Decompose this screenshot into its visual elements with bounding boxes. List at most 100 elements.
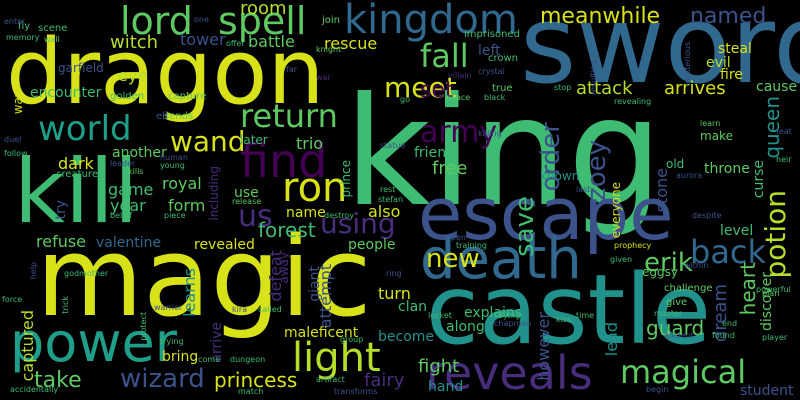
word-spell: spell bbox=[218, 0, 307, 43]
word-learns: learns bbox=[180, 268, 199, 317]
word-left: left bbox=[478, 43, 501, 59]
word-time: time bbox=[576, 311, 595, 320]
word-memory: memory bbox=[6, 33, 40, 42]
word-kiss: kiss bbox=[556, 315, 572, 324]
word-everyone: everyone bbox=[609, 182, 623, 239]
word-friend: friend bbox=[414, 145, 455, 161]
word-use: use bbox=[234, 185, 259, 201]
word-cause: cause bbox=[756, 79, 798, 95]
word-forest: forest bbox=[258, 218, 316, 242]
word-world: world bbox=[38, 109, 132, 149]
word-godmother: godmother bbox=[64, 269, 109, 278]
word-kingdom: kingdom bbox=[344, 0, 518, 43]
word-known: known bbox=[540, 169, 580, 183]
word-reveals: reveals bbox=[426, 346, 593, 400]
word-within: within bbox=[684, 261, 709, 270]
word-meet: meet bbox=[384, 71, 457, 104]
word-dungeon: dungeon bbox=[230, 355, 266, 364]
word-year: year bbox=[110, 196, 146, 215]
word-maleficent: maleficent bbox=[284, 325, 359, 341]
word-valentine: valentine bbox=[96, 235, 162, 251]
word-attack: attack bbox=[576, 78, 633, 99]
word-challenge: challenge bbox=[664, 283, 713, 294]
word-steal: steal bbox=[718, 41, 752, 57]
word-ring: ring bbox=[386, 269, 402, 278]
word-fairy: fairy bbox=[364, 370, 405, 391]
word-including: including bbox=[207, 166, 221, 221]
word-revealing: revealing bbox=[614, 97, 652, 106]
word-evil: evil bbox=[706, 55, 731, 71]
word-accidentally: accidentally bbox=[10, 385, 59, 394]
word-peace: peace bbox=[446, 93, 471, 102]
word-kira: kira bbox=[232, 305, 248, 314]
word-enter: enter bbox=[4, 17, 26, 26]
word-wand: wand bbox=[170, 125, 246, 158]
word-war: war bbox=[316, 73, 331, 82]
word-mysterious: mysterious bbox=[683, 42, 692, 87]
word-go: go bbox=[400, 95, 410, 104]
word-duel: duel bbox=[4, 135, 22, 144]
word-however: however bbox=[534, 312, 553, 381]
word-fly: fly bbox=[18, 21, 31, 32]
word-belief: belief bbox=[110, 211, 133, 220]
word-villain: villain bbox=[448, 71, 472, 80]
word-locket: locket bbox=[428, 311, 452, 320]
word-one: one bbox=[194, 15, 209, 24]
word-attempt: attempt bbox=[316, 264, 335, 329]
word-prince: prince bbox=[339, 160, 353, 198]
word-old: old bbox=[666, 157, 685, 171]
word-using: using bbox=[320, 207, 396, 240]
word-erik: erik bbox=[644, 248, 693, 278]
word-last: last bbox=[576, 185, 591, 194]
word-potion: potion bbox=[759, 190, 792, 279]
word-group: group bbox=[340, 335, 364, 344]
word-follow: follow bbox=[4, 149, 28, 158]
word-come: come bbox=[198, 355, 221, 364]
word-black: black bbox=[484, 93, 506, 102]
word-powerful: powerful bbox=[756, 285, 791, 294]
word-training: training bbox=[456, 241, 487, 250]
word-discover: discover bbox=[759, 272, 775, 331]
word-match: match bbox=[238, 387, 264, 396]
word-save: save bbox=[510, 196, 540, 257]
word-another: another bbox=[112, 145, 167, 161]
word-free: free bbox=[432, 158, 468, 179]
word-help: help bbox=[29, 262, 38, 280]
word-lord: lord bbox=[120, 0, 193, 43]
word-student: student bbox=[740, 383, 794, 399]
word-garfield: garfield bbox=[58, 61, 104, 75]
word-piece: piece bbox=[164, 211, 186, 220]
word-death: death bbox=[420, 227, 582, 292]
word-throne: throne bbox=[704, 161, 750, 177]
word-arrives: arrives bbox=[664, 78, 726, 99]
word-make: make bbox=[700, 129, 733, 143]
word-refuse: refuse bbox=[36, 232, 87, 251]
word-king: king bbox=[344, 66, 663, 240]
word-become: become bbox=[378, 329, 435, 345]
word-take: take bbox=[34, 368, 82, 393]
word-heir: heir bbox=[776, 155, 792, 164]
word-killing: killing bbox=[478, 129, 502, 138]
word-dragon: dragon bbox=[6, 20, 325, 125]
word-wizard: wizard bbox=[120, 364, 205, 394]
word-golden: golden bbox=[110, 91, 145, 102]
word-aurora: aurora bbox=[676, 171, 703, 180]
word-statue: statue bbox=[380, 141, 406, 150]
word-dying: dying bbox=[498, 311, 521, 320]
word-set: set bbox=[420, 78, 454, 103]
word-prophecy: prophecy bbox=[614, 241, 652, 250]
word-royal: royal bbox=[162, 174, 202, 193]
word-begin: begin bbox=[646, 385, 669, 394]
word-kill: kill bbox=[14, 140, 139, 243]
word-learn: learn bbox=[700, 119, 721, 128]
word-explains: explains bbox=[464, 305, 523, 321]
word-join: join bbox=[322, 15, 341, 26]
word-eye: eye bbox=[118, 66, 148, 85]
word-encounter: encounter bbox=[30, 85, 102, 101]
word-chapman: chapman bbox=[494, 319, 532, 328]
word-way: way bbox=[11, 90, 25, 115]
word-human: human bbox=[160, 153, 188, 162]
word-offer: offer bbox=[226, 39, 245, 48]
word-kills: kills bbox=[128, 167, 144, 176]
word-magic: magic bbox=[36, 213, 372, 341]
